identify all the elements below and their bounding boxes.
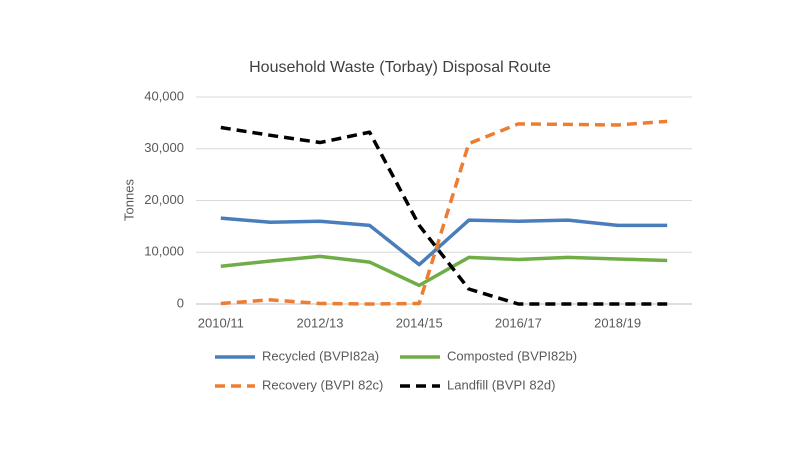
legend-label: Landfill (BVPI 82d) — [447, 377, 555, 392]
y-tick-label: 20,000 — [144, 192, 184, 207]
y-tick-label: 0 — [177, 295, 184, 310]
y-tick-label: 40,000 — [144, 88, 184, 103]
x-tick-label: 2012/13 — [297, 315, 344, 330]
chart-title: Household Waste (Torbay) Disposal Route — [249, 59, 551, 76]
series-line — [220, 254, 668, 288]
x-tick-label: 2016/17 — [495, 315, 542, 330]
y-tick-label: 30,000 — [144, 140, 184, 155]
x-tick-label: 2010/11 — [198, 315, 244, 330]
y-tick-label: 10,000 — [144, 244, 184, 259]
x-tick-label: 2014/15 — [396, 315, 443, 330]
legend-label: Composted (BVPI82b) — [447, 348, 577, 363]
series-line — [220, 216, 668, 267]
legend-label: Recovery (BVPI 82c) — [262, 377, 383, 392]
series-line — [220, 125, 668, 306]
x-tick-label: 2018/19 — [594, 315, 641, 330]
y-axis-label: Tonnes — [121, 179, 136, 221]
legend-label: Recycled (BVPI82a) — [262, 348, 379, 363]
